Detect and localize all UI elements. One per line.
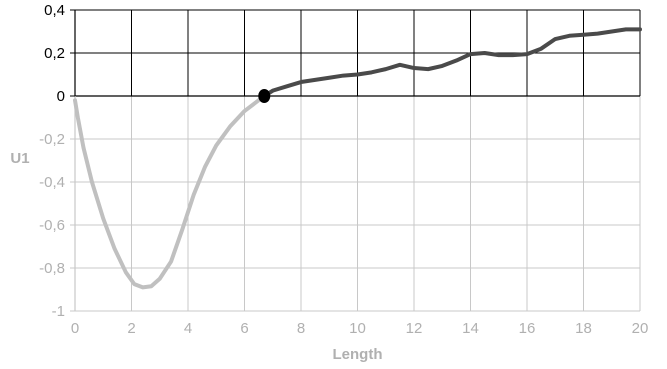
- x-tick-label: 14: [462, 320, 479, 337]
- y-tick-label: -0,6: [39, 217, 65, 234]
- x-tick-label: 12: [406, 320, 423, 337]
- x-axis-title: Length: [333, 346, 383, 363]
- x-tick-label: 4: [184, 320, 192, 337]
- y-tick-label: -0,8: [39, 260, 65, 277]
- marker-group: [258, 89, 271, 103]
- transition-marker: [258, 89, 271, 103]
- x-tick-label: 16: [519, 320, 536, 337]
- x-tick-label: 0: [71, 320, 79, 337]
- axes: [70, 9, 640, 312]
- x-tick-label: 6: [240, 320, 248, 337]
- x-tick-label: 10: [349, 320, 366, 337]
- y-tick-label: 0: [57, 88, 65, 105]
- y-tick-label: -0,4: [39, 174, 65, 191]
- y-tick-label: -0,2: [39, 131, 65, 148]
- lower-gridlines: [74, 96, 641, 312]
- x-tick-label: 20: [632, 320, 649, 337]
- y-axis-title: U1: [10, 150, 29, 167]
- y-tick-label: -1: [52, 303, 65, 320]
- y-tick-label: 0,2: [44, 45, 65, 62]
- x-tick-labels: 0 2 4 6 8 10 12 14 16 18 20: [71, 320, 649, 337]
- series-line-left-segment: [73, 94, 267, 290]
- x-tick-label: 8: [297, 320, 305, 337]
- y-tick-labels: 0,4 0,2 0 -0,2 -0,4 -0,6 -0,8 -1: [39, 2, 65, 320]
- y-tick-label: 0,4: [44, 2, 65, 19]
- upper-gridlines: [74, 9, 641, 96]
- x-tick-label: 2: [127, 320, 135, 337]
- series-group: [73, 27, 642, 290]
- x-tick-label: 18: [575, 320, 592, 337]
- series-line-right-segment: [262, 27, 642, 98]
